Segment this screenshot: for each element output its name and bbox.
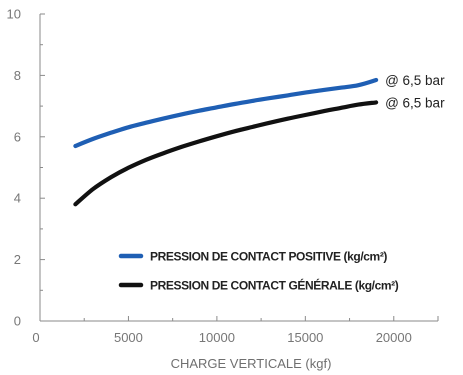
- axes: 0 2 4 6 8 10 0 5000 10000 15000 20000: [7, 7, 439, 345]
- x-tick-label: 20000: [376, 330, 412, 345]
- x-tick-label: 10000: [199, 330, 235, 345]
- x-axis-title: CHARGE VERTICALE (kgf): [171, 356, 332, 371]
- series-line-2: [73, 100, 379, 207]
- y-tick-label: 10: [7, 7, 21, 22]
- legend-label-2: PRESSION DE CONTACT GÉNÉRALE (kg/cm²): [150, 278, 399, 293]
- y-tick-label: 8: [14, 68, 21, 83]
- x-tick-label: 0: [32, 330, 39, 345]
- legend-label-1: PRESSION DE CONTACT POSITIVE (kg/cm²): [150, 250, 387, 264]
- series-end-label-1: @ 6,5 bar: [385, 73, 445, 88]
- y-tick-label: 0: [14, 314, 21, 329]
- series-end-label-2: @ 6,5 bar: [385, 95, 445, 110]
- legend: PRESSION DE CONTACT POSITIVE (kg/cm²) PRE…: [118, 250, 399, 293]
- y-tick-label: 4: [14, 191, 21, 206]
- y-tick-label: 6: [14, 129, 21, 144]
- x-tick-label: 15000: [287, 330, 323, 345]
- series-layer: @ 6,5 bar @ 6,5 bar: [73, 73, 445, 207]
- x-tick-label: 5000: [114, 330, 143, 345]
- y-tick-label: 2: [14, 252, 21, 267]
- series-line-1: [73, 77, 379, 149]
